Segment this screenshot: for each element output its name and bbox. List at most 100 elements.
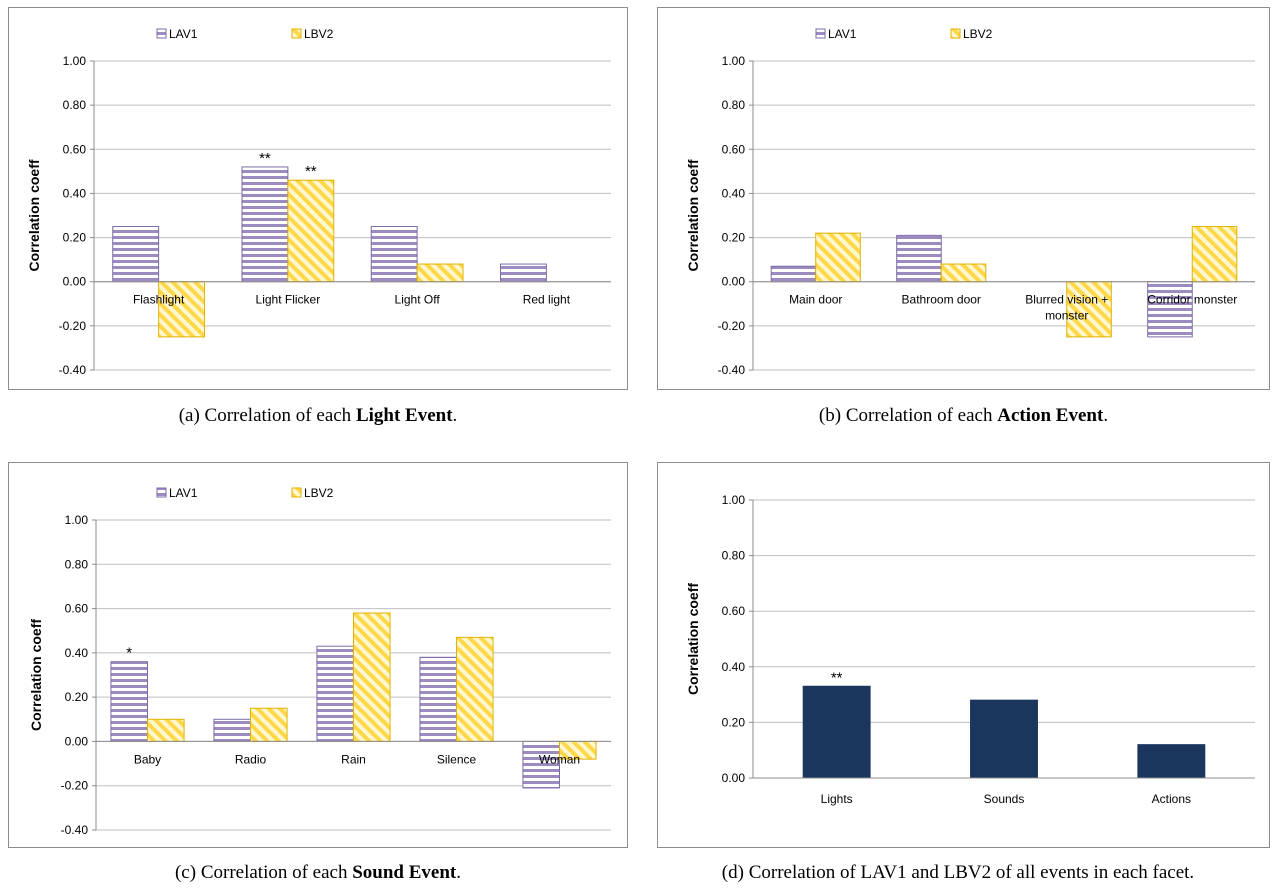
y-tick-label: 1.00 — [722, 54, 746, 68]
bar-lbv2-bathroom-door — [940, 263, 987, 283]
y-tick-label: 0.00 — [63, 275, 87, 289]
significance-marker: * — [126, 645, 132, 662]
bar-lbv2-radio — [250, 707, 288, 742]
legend-label-lbv2: LBV2 — [963, 27, 993, 41]
chart-panel-action-event: 1.00 0.80 0.60 0.40 0.20 0.00 -0.20 -0.40 Correl… — [657, 7, 1270, 390]
bar-lbv2-rain — [353, 612, 391, 742]
bar-lbv2-silence — [456, 636, 494, 742]
x-category-label: Corridor monster — [1147, 293, 1237, 307]
bar-lav1-flashlight — [112, 226, 160, 283]
legend-label-lbv2: LBV2 — [304, 486, 334, 500]
bar-lav1-red-light — [499, 263, 547, 283]
legend-swatch-lbv2 — [291, 28, 302, 39]
significance-marker: ** — [259, 150, 271, 167]
bar-lbv2-flashlight — [158, 281, 206, 338]
y-tick-label: 0.60 — [722, 142, 746, 156]
x-category-label: Actions — [1152, 792, 1191, 806]
y-axis-label: Correlation coeff — [685, 583, 701, 695]
bar-lbv2-light-flicker — [287, 179, 335, 283]
caption-c: (c) Correlation of each Sound Event. — [174, 862, 462, 883]
bar-lav1-silence — [419, 656, 457, 742]
y-axis-label: Correlation coeff — [685, 159, 701, 271]
chart-panel-facet: 1.00 0.80 0.60 0.40 0.20 0.00 Correlation coef… — [657, 462, 1270, 848]
y-tick-label: -0.40 — [59, 363, 87, 377]
chart-facet: 1.00 0.80 0.60 0.40 0.20 0.00 Correlation coef… — [685, 493, 1255, 806]
x-category-label: Light Off — [395, 293, 441, 307]
y-tick-label: 0.80 — [63, 98, 87, 112]
x-category-label: Sounds — [984, 792, 1025, 806]
y-tick-label: -0.20 — [718, 319, 746, 333]
y-tick-label: 0.20 — [722, 715, 746, 729]
bar-lbv2-baby — [147, 718, 185, 742]
bar-lav1-main-door — [770, 265, 817, 283]
legend-swatch-lav1 — [156, 487, 167, 498]
bar-lbv2-main-door — [815, 232, 861, 283]
x-category-label: Red light — [523, 293, 571, 307]
x-category-label: Silence — [437, 752, 477, 766]
significance-marker: ** — [831, 669, 843, 686]
y-tick-label: 0.00 — [65, 734, 89, 748]
x-category-label: Main door — [789, 293, 842, 307]
x-category-label: Flashlight — [133, 293, 185, 307]
bar-lbv2-corridor-monster — [1191, 226, 1238, 283]
y-tick-label: 0.40 — [65, 646, 89, 660]
chart-light-event: 1.00 0.80 0.60 0.40 0.20 0.00 -0.20 -0.40 Correl… — [26, 27, 611, 377]
legend-swatch-lbv2 — [291, 487, 302, 498]
y-tick-label: 0.60 — [722, 604, 746, 618]
caption-a: (a) Correlation of each Light Event. — [178, 405, 458, 426]
significance-marker: ** — [305, 163, 317, 180]
bar-value-lights — [802, 685, 871, 779]
y-tick-label: 0.80 — [722, 98, 746, 112]
legend-swatch-lav1 — [815, 28, 826, 39]
bar-lav1-light-off — [370, 226, 418, 283]
y-tick-label: 0.60 — [63, 142, 87, 156]
caption-b: (b) Correlation of each Action Event. — [818, 405, 1109, 426]
y-tick-label: 0.40 — [722, 186, 746, 200]
y-tick-label: -0.20 — [61, 779, 89, 793]
chart-sound-event: 1.00 0.80 0.60 0.40 0.20 0.00 -0.20 -0.40 Correl… — [28, 486, 611, 837]
x-category-label: Light Flicker — [256, 293, 321, 307]
y-tick-label: 0.20 — [63, 231, 87, 245]
bar-value-actions — [1137, 744, 1206, 779]
y-tick-label: 0.40 — [722, 660, 746, 674]
y-tick-label: 0.40 — [63, 186, 87, 200]
x-category-label: Woman — [539, 752, 580, 766]
bar-lav1-rain — [316, 645, 354, 742]
y-tick-label: 1.00 — [65, 513, 89, 527]
x-category-label: Baby — [134, 752, 161, 766]
y-tick-label: -0.40 — [718, 363, 746, 377]
caption-d: (d) Correlation of LAV1 and LBV2 of all … — [721, 862, 1195, 883]
y-tick-label: -0.40 — [61, 823, 89, 837]
chart-panel-light-event: 1.00 0.80 0.60 0.40 0.20 0.00 -0.20 -0.40 Correl… — [8, 7, 628, 390]
y-tick-label: 0.00 — [722, 771, 746, 785]
x-category-label: Bathroom door — [902, 293, 981, 307]
legend-label-lav1: LAV1 — [169, 486, 198, 500]
y-tick-label: 1.00 — [63, 54, 87, 68]
bar-lav1-bathroom-door — [896, 234, 942, 283]
bar-value-sounds — [970, 699, 1038, 779]
legend-label-lav1: LAV1 — [169, 27, 198, 41]
y-tick-label: 0.00 — [722, 275, 746, 289]
bar-lav1-baby — [110, 661, 148, 742]
bar-lav1-corridor-monster — [1147, 281, 1193, 338]
y-tick-label: -0.20 — [59, 319, 87, 333]
y-tick-label: 0.80 — [722, 549, 746, 563]
chart-action-event: 1.00 0.80 0.60 0.40 0.20 0.00 -0.20 -0.40 Correl… — [685, 27, 1255, 377]
y-axis-label: Correlation coeff — [26, 159, 42, 271]
bar-lav1-radio — [213, 718, 251, 742]
bar-lav1-light-flicker — [241, 166, 289, 283]
bar-lav1-woman — [522, 740, 560, 789]
x-category-label: Radio — [235, 752, 267, 766]
legend-swatch-lav1 — [156, 28, 167, 39]
x-category-label: Lights — [821, 792, 853, 806]
chart-panel-sound-event: 1.00 0.80 0.60 0.40 0.20 0.00 -0.20 -0.40 Correl… — [8, 462, 628, 848]
y-axis-label: Correlation coeff — [28, 619, 44, 731]
x-category-label: Rain — [341, 752, 366, 766]
y-tick-label: 1.00 — [722, 493, 746, 507]
legend-label-lav1: LAV1 — [828, 27, 857, 41]
legend-label-lbv2: LBV2 — [304, 27, 334, 41]
legend-swatch-lbv2 — [950, 28, 961, 39]
y-tick-label: 0.60 — [65, 602, 89, 616]
x-category-label: Blurred vision + monster — [1025, 293, 1108, 323]
y-tick-label: 0.20 — [722, 231, 746, 245]
